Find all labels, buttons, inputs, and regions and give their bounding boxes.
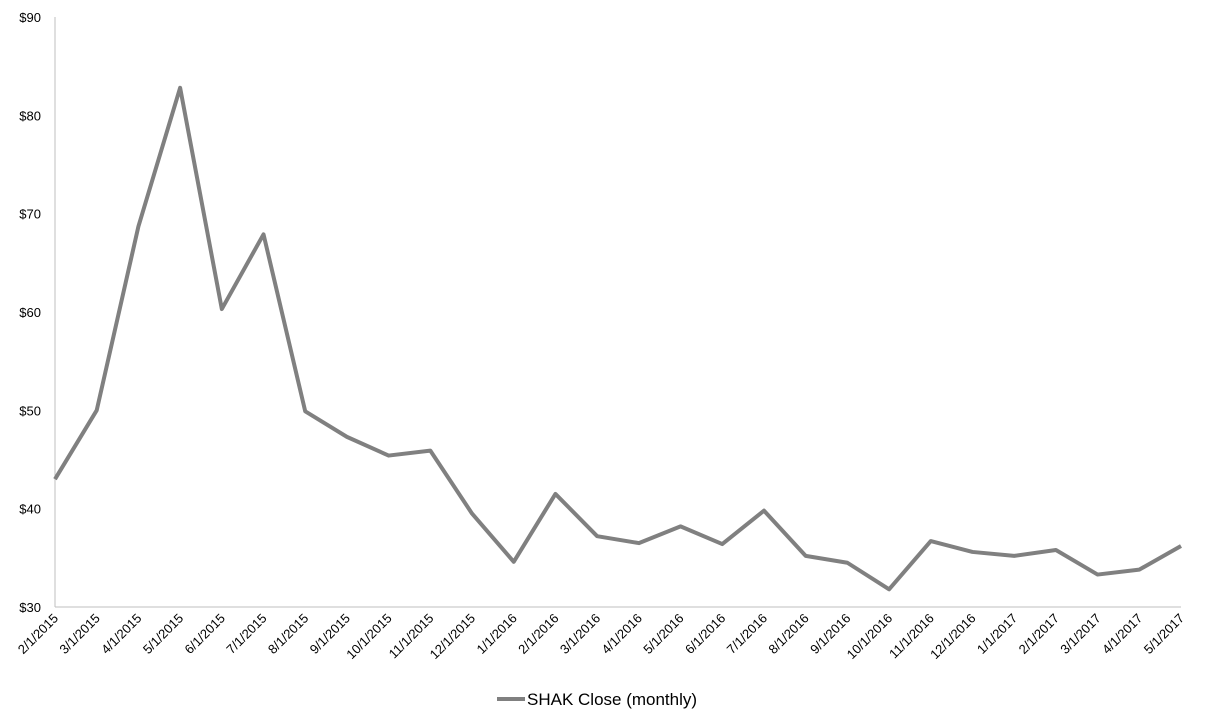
x-tick-label: 8/1/2015 [265, 611, 311, 657]
x-tick-label: 10/1/2016 [844, 611, 896, 663]
x-tick-label: 5/1/2015 [140, 611, 186, 657]
x-tick-label: 7/1/2015 [223, 611, 269, 657]
y-tick-label: $50 [19, 403, 41, 418]
legend-label: SHAK Close (monthly) [527, 690, 697, 709]
x-tick-label: 1/1/2017 [974, 611, 1020, 657]
x-tick-label: 3/1/2017 [1057, 611, 1103, 657]
x-tick-label: 3/1/2015 [56, 611, 102, 657]
line [53, 85, 1182, 592]
x-tick-label: 5/1/2017 [1141, 611, 1187, 657]
x-tick-label: 4/1/2016 [599, 611, 645, 657]
x-tick-label: 6/1/2015 [182, 611, 228, 657]
x-tick-label: 2/1/2017 [1016, 611, 1062, 657]
y-tick-label: $40 [19, 502, 41, 517]
x-tick-label: 12/1/2015 [427, 611, 479, 663]
y-tick-label: $70 [19, 207, 41, 222]
x-tick-label: 4/1/2017 [1099, 611, 1145, 657]
y-tick-label: $30 [19, 600, 41, 615]
x-tick-label: 7/1/2016 [724, 611, 770, 657]
x-tick-label: 5/1/2016 [640, 611, 686, 657]
x-tick-label: 8/1/2016 [765, 611, 811, 657]
x-tick-label: 6/1/2016 [682, 611, 728, 657]
x-tick-label: 12/1/2016 [927, 611, 979, 663]
y-tick-label: $80 [19, 108, 41, 123]
x-tick-label: 1/1/2016 [473, 611, 519, 657]
x-tick-label: 10/1/2015 [343, 611, 395, 663]
x-tick-label: 2/1/2015 [15, 611, 61, 657]
y-tick-label: $60 [19, 305, 41, 320]
x-tick-label: 3/1/2016 [557, 611, 603, 657]
x-tick-label: 2/1/2016 [515, 611, 561, 657]
y-tick-label: $90 [19, 10, 41, 25]
x-tick-label: 4/1/2015 [98, 611, 144, 657]
